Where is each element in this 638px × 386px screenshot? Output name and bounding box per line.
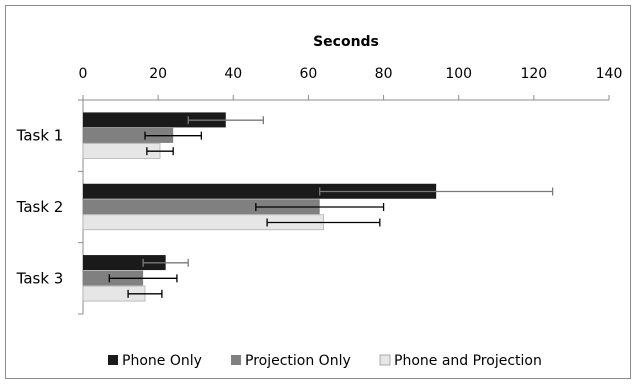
bar-1: [83, 255, 166, 271]
chart-title: Seconds: [313, 34, 379, 50]
x-tick-label: 0: [79, 66, 88, 82]
bar-2: [83, 127, 174, 143]
bar-1: [83, 112, 226, 128]
x-tick-label: 20: [149, 66, 167, 82]
legend-swatch-2: [231, 355, 241, 365]
legend-label-1: Phone Only: [122, 353, 202, 369]
x-tick-label: 60: [300, 66, 318, 82]
x-tick-label: 120: [520, 66, 547, 82]
x-tick-label: 100: [445, 66, 472, 82]
x-tick-label: 80: [375, 66, 393, 82]
legend-label-3: Phone and Projection: [394, 353, 542, 369]
category-label: Task 1: [16, 127, 64, 145]
legend-swatch-3: [379, 354, 391, 366]
category-label: Task 3: [16, 269, 64, 287]
x-tick-label: 140: [596, 66, 623, 82]
bar-2: [83, 199, 320, 215]
legend-swatch-1: [108, 355, 118, 365]
category-label: Task 2: [16, 198, 64, 216]
legend-label-2: Projection Only: [245, 353, 351, 369]
bar-1: [83, 183, 437, 199]
x-tick-label: 40: [224, 66, 242, 82]
